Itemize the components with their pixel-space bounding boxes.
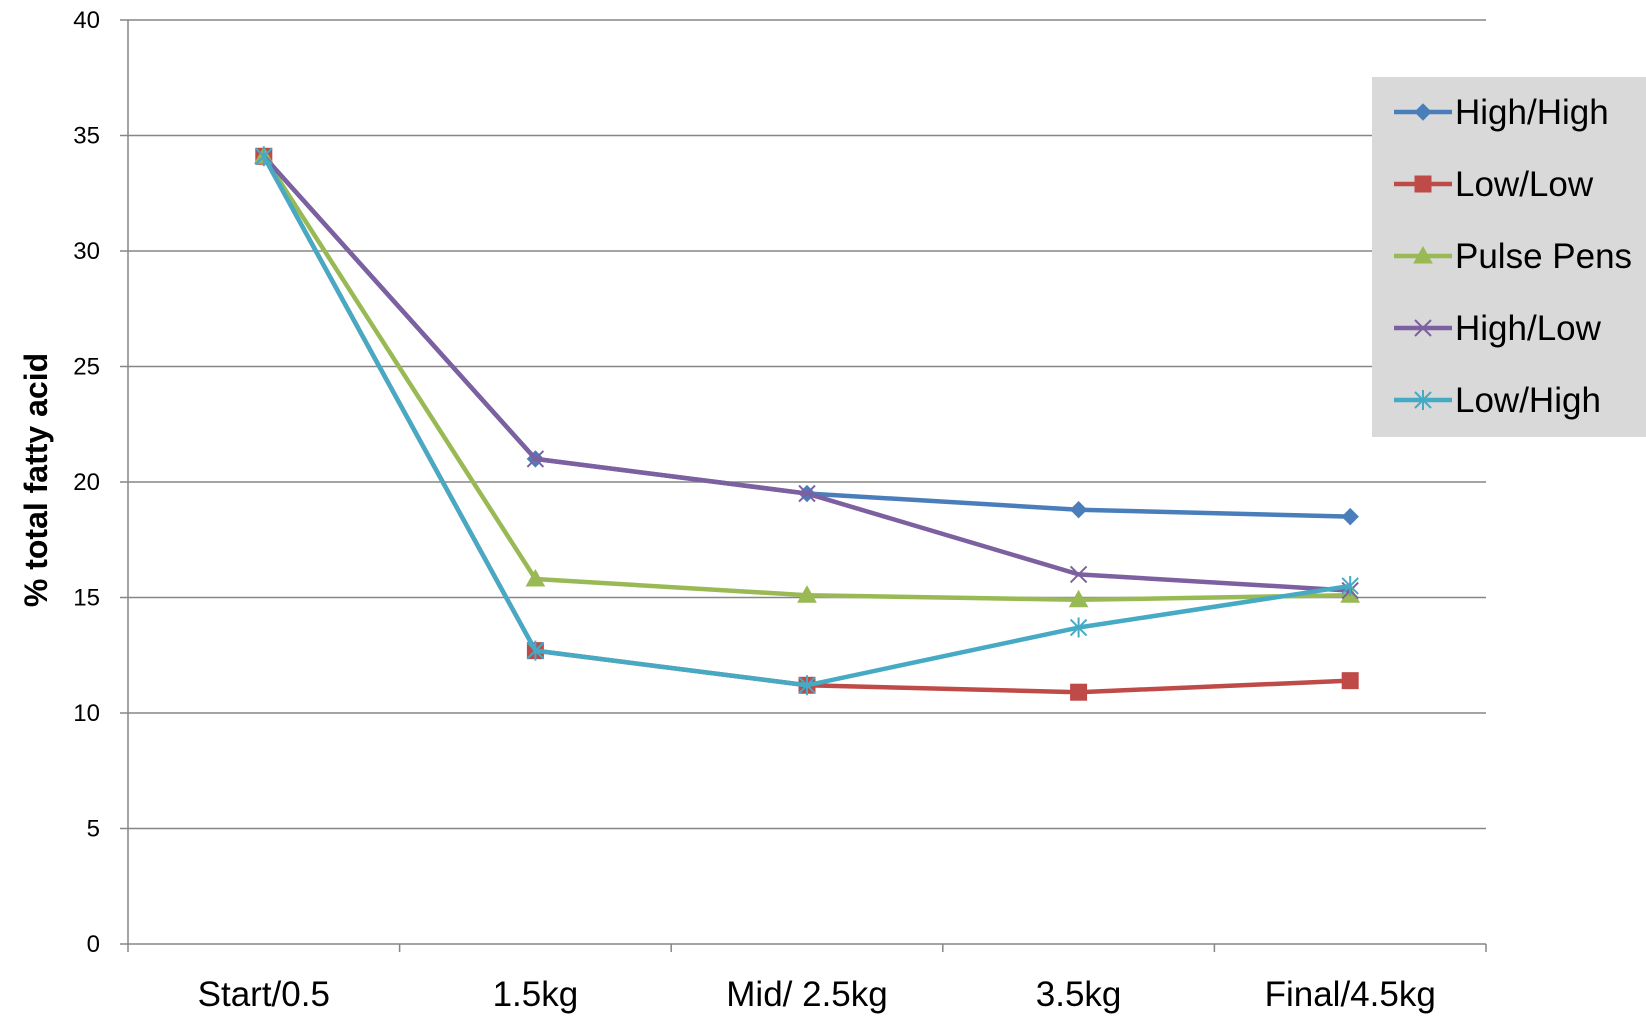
series-layer: [253, 146, 1361, 701]
x-tick-label: Final/4.5kg: [1265, 975, 1436, 1014]
data-point: [1341, 575, 1359, 596]
legend-marker: [1414, 319, 1432, 337]
legend-label: Low/Low: [1455, 165, 1594, 204]
gridlines: [128, 19, 1486, 830]
y-tick-labels: 0 5 10 15 20 25 30 35 40: [73, 7, 100, 958]
legend-label: High/Low: [1455, 309, 1602, 348]
series-line: [261, 155, 1351, 688]
series-line: [262, 154, 1351, 593]
legend-marker: [1414, 175, 1432, 193]
data-point: [526, 450, 545, 468]
legend-marker: [1413, 245, 1433, 264]
x-tick-label: Start/0.5: [198, 975, 330, 1014]
x-tick-label: 1.5kg: [493, 975, 579, 1014]
data-point: [1341, 672, 1359, 690]
series-high-high: [255, 147, 1359, 526]
data-point: [1070, 683, 1088, 701]
y-tick-label: 35: [73, 123, 100, 150]
x-tick-labels: Start/0.5 1.5kg Mid/ 2.5kg 3.5kg Final/4.5kg: [198, 975, 1436, 1014]
series-low-high: [255, 146, 1359, 696]
data-point: [1341, 507, 1359, 526]
legend-label: High/High: [1455, 93, 1609, 132]
y-tick-label: 20: [73, 469, 100, 496]
data-point: [526, 640, 545, 661]
y-tick-label: 0: [87, 931, 100, 958]
legend-item: High/Low: [1394, 309, 1602, 348]
y-tick-label: 15: [73, 585, 100, 612]
legend-item: Pulse Pens: [1394, 237, 1632, 276]
legend-marker: [1414, 103, 1432, 121]
data-point: [1068, 589, 1089, 608]
axes: [120, 19, 1487, 952]
legend: High/High Low/Low Pulse Pens High/Low Low/Hi…: [1372, 77, 1646, 437]
data-point: [525, 569, 546, 587]
series-line: [261, 155, 1351, 603]
legend-label: Pulse Pens: [1455, 237, 1632, 276]
data-point: [1069, 565, 1088, 584]
y-tick-label: 10: [73, 700, 100, 727]
data-point: [798, 675, 816, 696]
x-tick-label: Mid/ 2.5kg: [726, 975, 887, 1014]
y-tick-label: 5: [87, 816, 100, 843]
data-point: [797, 585, 817, 603]
y-tick-label: 25: [73, 354, 100, 381]
series-high-low: [255, 147, 1359, 600]
data-point: [255, 146, 273, 167]
data-point: [1069, 617, 1088, 638]
x-tick-label: 3.5kg: [1036, 975, 1122, 1014]
legend-item: Low/Low: [1394, 165, 1594, 204]
series-low-low: [255, 147, 1359, 701]
data-point: [798, 484, 816, 503]
legend-item: High/High: [1394, 93, 1609, 132]
y-tick-label: 30: [73, 238, 100, 265]
series-pulse-pens: [253, 146, 1361, 608]
y-axis-title: % total fatty acid: [18, 353, 54, 607]
data-point: [1069, 501, 1088, 519]
legend-marker: [1414, 390, 1432, 410]
legend-label: Low/High: [1455, 381, 1601, 420]
y-tick-label: 40: [73, 7, 100, 34]
legend-item: Low/High: [1394, 381, 1601, 420]
